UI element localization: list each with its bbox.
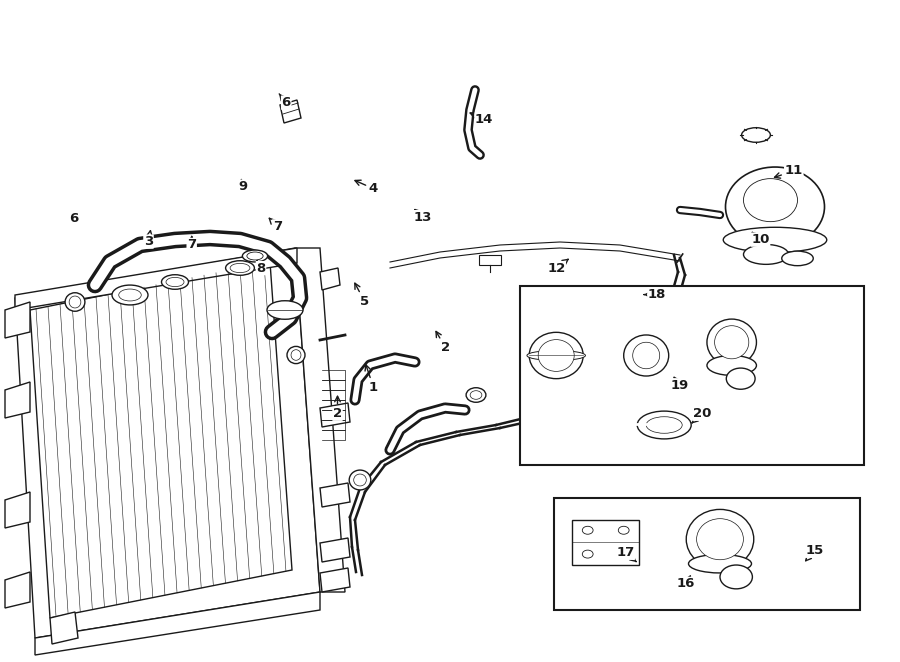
Ellipse shape <box>633 342 660 369</box>
Polygon shape <box>320 538 350 562</box>
Text: 10: 10 <box>752 232 770 246</box>
Bar <box>572 520 639 565</box>
Polygon shape <box>50 612 78 644</box>
Ellipse shape <box>697 519 743 560</box>
Polygon shape <box>320 403 350 427</box>
Polygon shape <box>320 483 350 507</box>
Ellipse shape <box>112 285 148 305</box>
Text: 3: 3 <box>144 230 153 248</box>
Ellipse shape <box>707 319 756 365</box>
Ellipse shape <box>69 296 81 308</box>
Polygon shape <box>295 248 345 592</box>
Ellipse shape <box>742 128 770 142</box>
Text: 20: 20 <box>692 407 711 423</box>
Ellipse shape <box>527 351 586 360</box>
Polygon shape <box>5 382 30 418</box>
Text: 7: 7 <box>269 218 282 233</box>
Circle shape <box>618 550 629 558</box>
Polygon shape <box>15 248 320 638</box>
Polygon shape <box>5 492 30 528</box>
Text: 1: 1 <box>365 365 378 394</box>
Text: 7: 7 <box>187 236 196 252</box>
Ellipse shape <box>707 355 756 375</box>
Circle shape <box>726 368 755 389</box>
Text: 5: 5 <box>355 283 369 308</box>
Ellipse shape <box>230 263 250 273</box>
Circle shape <box>582 550 593 558</box>
Bar <box>554 498 860 610</box>
Ellipse shape <box>646 417 682 434</box>
Ellipse shape <box>743 244 788 264</box>
Ellipse shape <box>354 474 366 486</box>
Ellipse shape <box>119 289 141 301</box>
Ellipse shape <box>725 167 824 246</box>
Ellipse shape <box>242 250 267 262</box>
Text: 8: 8 <box>256 261 266 275</box>
Text: 17: 17 <box>616 546 636 562</box>
Text: 2: 2 <box>333 397 342 420</box>
Ellipse shape <box>637 411 691 439</box>
Ellipse shape <box>538 340 574 371</box>
Text: 6: 6 <box>279 94 291 109</box>
Polygon shape <box>320 268 340 290</box>
Text: 11: 11 <box>775 164 803 178</box>
Ellipse shape <box>226 261 255 275</box>
Polygon shape <box>35 592 320 655</box>
Bar <box>520 286 864 465</box>
Bar <box>479 256 500 265</box>
Ellipse shape <box>688 555 752 573</box>
Ellipse shape <box>529 332 583 379</box>
Ellipse shape <box>724 227 827 252</box>
Ellipse shape <box>715 326 749 359</box>
Polygon shape <box>5 572 30 608</box>
Text: 19: 19 <box>670 377 688 392</box>
Text: 12: 12 <box>547 260 568 275</box>
Ellipse shape <box>65 293 85 311</box>
Circle shape <box>582 526 593 534</box>
Text: 18: 18 <box>644 288 666 301</box>
Circle shape <box>720 565 752 589</box>
Text: 4: 4 <box>355 180 378 195</box>
Ellipse shape <box>166 277 184 287</box>
Text: 6: 6 <box>69 212 78 225</box>
Text: 2: 2 <box>436 332 450 354</box>
Ellipse shape <box>466 388 486 402</box>
Polygon shape <box>30 262 292 618</box>
Text: 15: 15 <box>806 544 824 561</box>
Text: 14: 14 <box>470 113 493 126</box>
Polygon shape <box>15 248 297 310</box>
Ellipse shape <box>291 350 301 360</box>
Ellipse shape <box>624 335 669 376</box>
Text: 13: 13 <box>414 209 432 224</box>
Circle shape <box>618 526 629 534</box>
Ellipse shape <box>287 346 305 363</box>
Ellipse shape <box>686 510 754 569</box>
Ellipse shape <box>743 179 797 222</box>
Text: 16: 16 <box>677 576 695 591</box>
Polygon shape <box>320 568 350 592</box>
Ellipse shape <box>267 301 303 319</box>
Ellipse shape <box>247 252 263 260</box>
Ellipse shape <box>161 275 188 289</box>
Polygon shape <box>280 100 301 123</box>
Text: 9: 9 <box>238 179 248 193</box>
Ellipse shape <box>349 470 371 490</box>
Ellipse shape <box>470 391 482 399</box>
Ellipse shape <box>782 251 814 265</box>
Polygon shape <box>5 302 30 338</box>
